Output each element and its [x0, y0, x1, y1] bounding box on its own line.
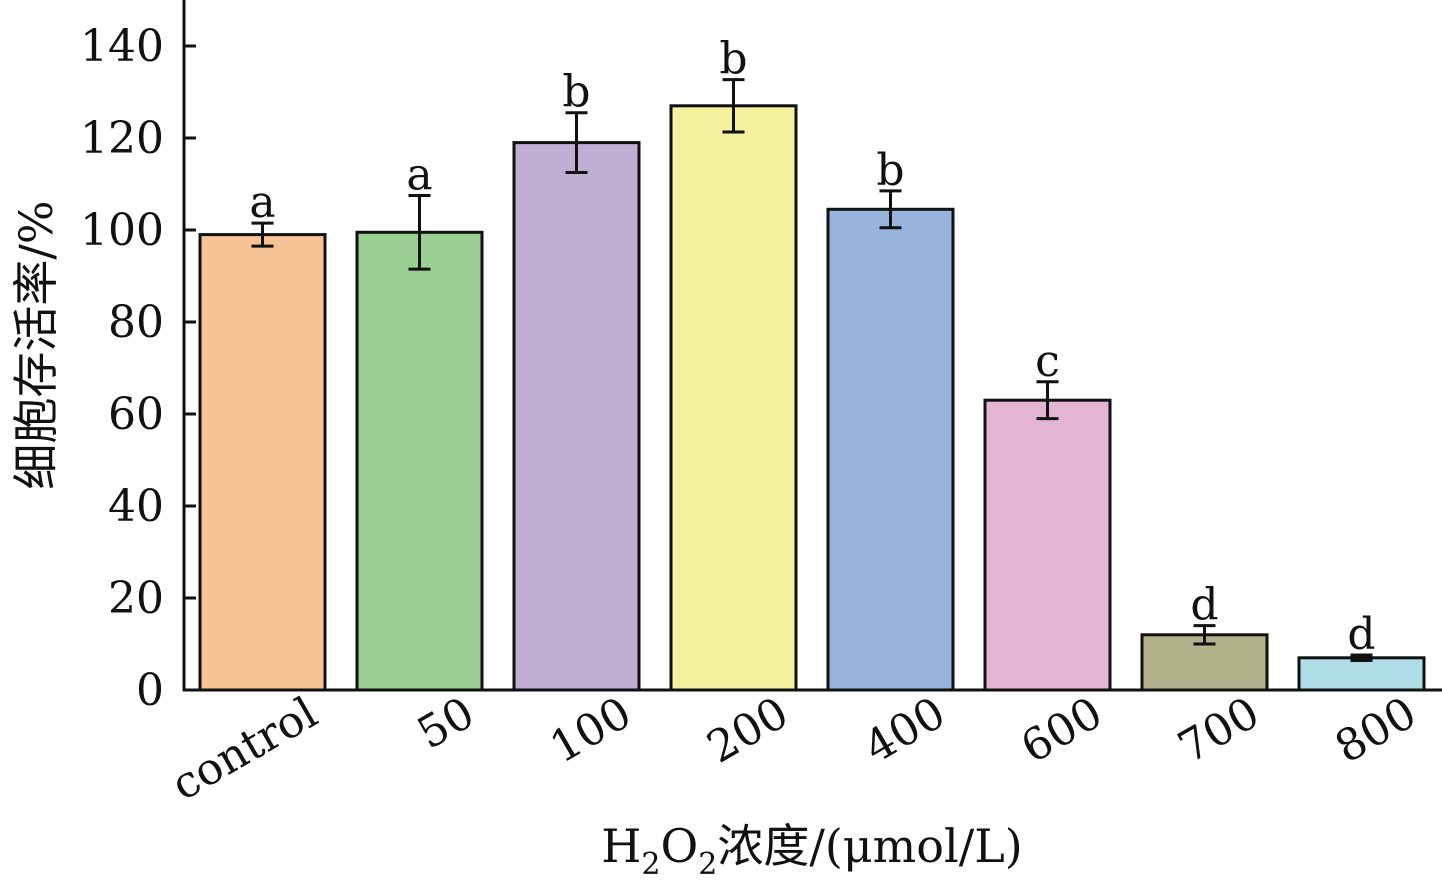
significance-label: a	[406, 150, 432, 201]
x-axis-title-sub1: 2	[641, 847, 660, 882]
bar	[512, 141, 641, 692]
significance-labels-layer: a a b b b c d d	[249, 34, 1375, 660]
x-tick-label: 50	[409, 687, 483, 759]
y-tick-label: 140	[80, 21, 164, 72]
y-tick-label: 80	[108, 297, 164, 348]
y-tick-label: 120	[80, 113, 164, 164]
x-tick-label: 600	[1013, 687, 1111, 773]
bar	[826, 207, 955, 692]
x-axis-title-o: O	[661, 819, 699, 873]
x-axis-title-h: H	[601, 819, 641, 873]
bar	[355, 230, 484, 692]
error-bar	[1350, 653, 1373, 663]
x-tick-label: 700	[1170, 687, 1268, 773]
error-bar	[251, 221, 274, 248]
x-tick-label: control	[163, 687, 326, 811]
y-tick-label: 40	[108, 481, 164, 532]
significance-label: b	[719, 34, 747, 85]
error-bar	[879, 189, 902, 230]
bar	[1297, 656, 1426, 692]
x-tick-label: 800	[1327, 687, 1425, 773]
error-bar	[722, 78, 745, 134]
error-bar	[1036, 380, 1059, 421]
error-bar	[565, 111, 588, 174]
y-tick-label: 0	[136, 665, 164, 716]
bar	[983, 398, 1112, 692]
y-tick-label: 20	[108, 573, 164, 624]
x-tick-label: 100	[542, 687, 640, 773]
error-bar	[1193, 624, 1216, 646]
bars-layer	[198, 104, 1426, 692]
x-tick-label: 400	[856, 687, 954, 773]
x-axis-title: H2O2浓度/(μmol/L)	[601, 819, 1022, 882]
x-axis-title-sub2: 2	[698, 847, 717, 882]
y-axis-title: 细胞存活率/%	[9, 200, 63, 489]
significance-label: b	[876, 145, 904, 196]
bar	[669, 104, 798, 692]
x-axis-title-rest: 浓度/(μmol/L)	[717, 819, 1022, 873]
bar	[198, 233, 327, 692]
error-bar	[408, 194, 431, 271]
significance-label: a	[249, 177, 275, 228]
y-ticks-layer: 0 20 40 60 80 100 120 140	[80, 21, 196, 716]
significance-label: b	[562, 67, 590, 118]
x-tick-labels-layer: control 50 100 200 400 600 700 800	[163, 687, 1425, 811]
axes-layer	[182, 0, 1442, 692]
significance-label: d	[1347, 609, 1375, 660]
y-tick-label: 100	[80, 205, 164, 256]
error-bars-layer	[251, 78, 1373, 663]
significance-label: d	[1190, 580, 1218, 631]
x-tick-label: 200	[699, 687, 797, 773]
significance-label: c	[1035, 336, 1060, 387]
y-tick-label: 60	[108, 389, 164, 440]
